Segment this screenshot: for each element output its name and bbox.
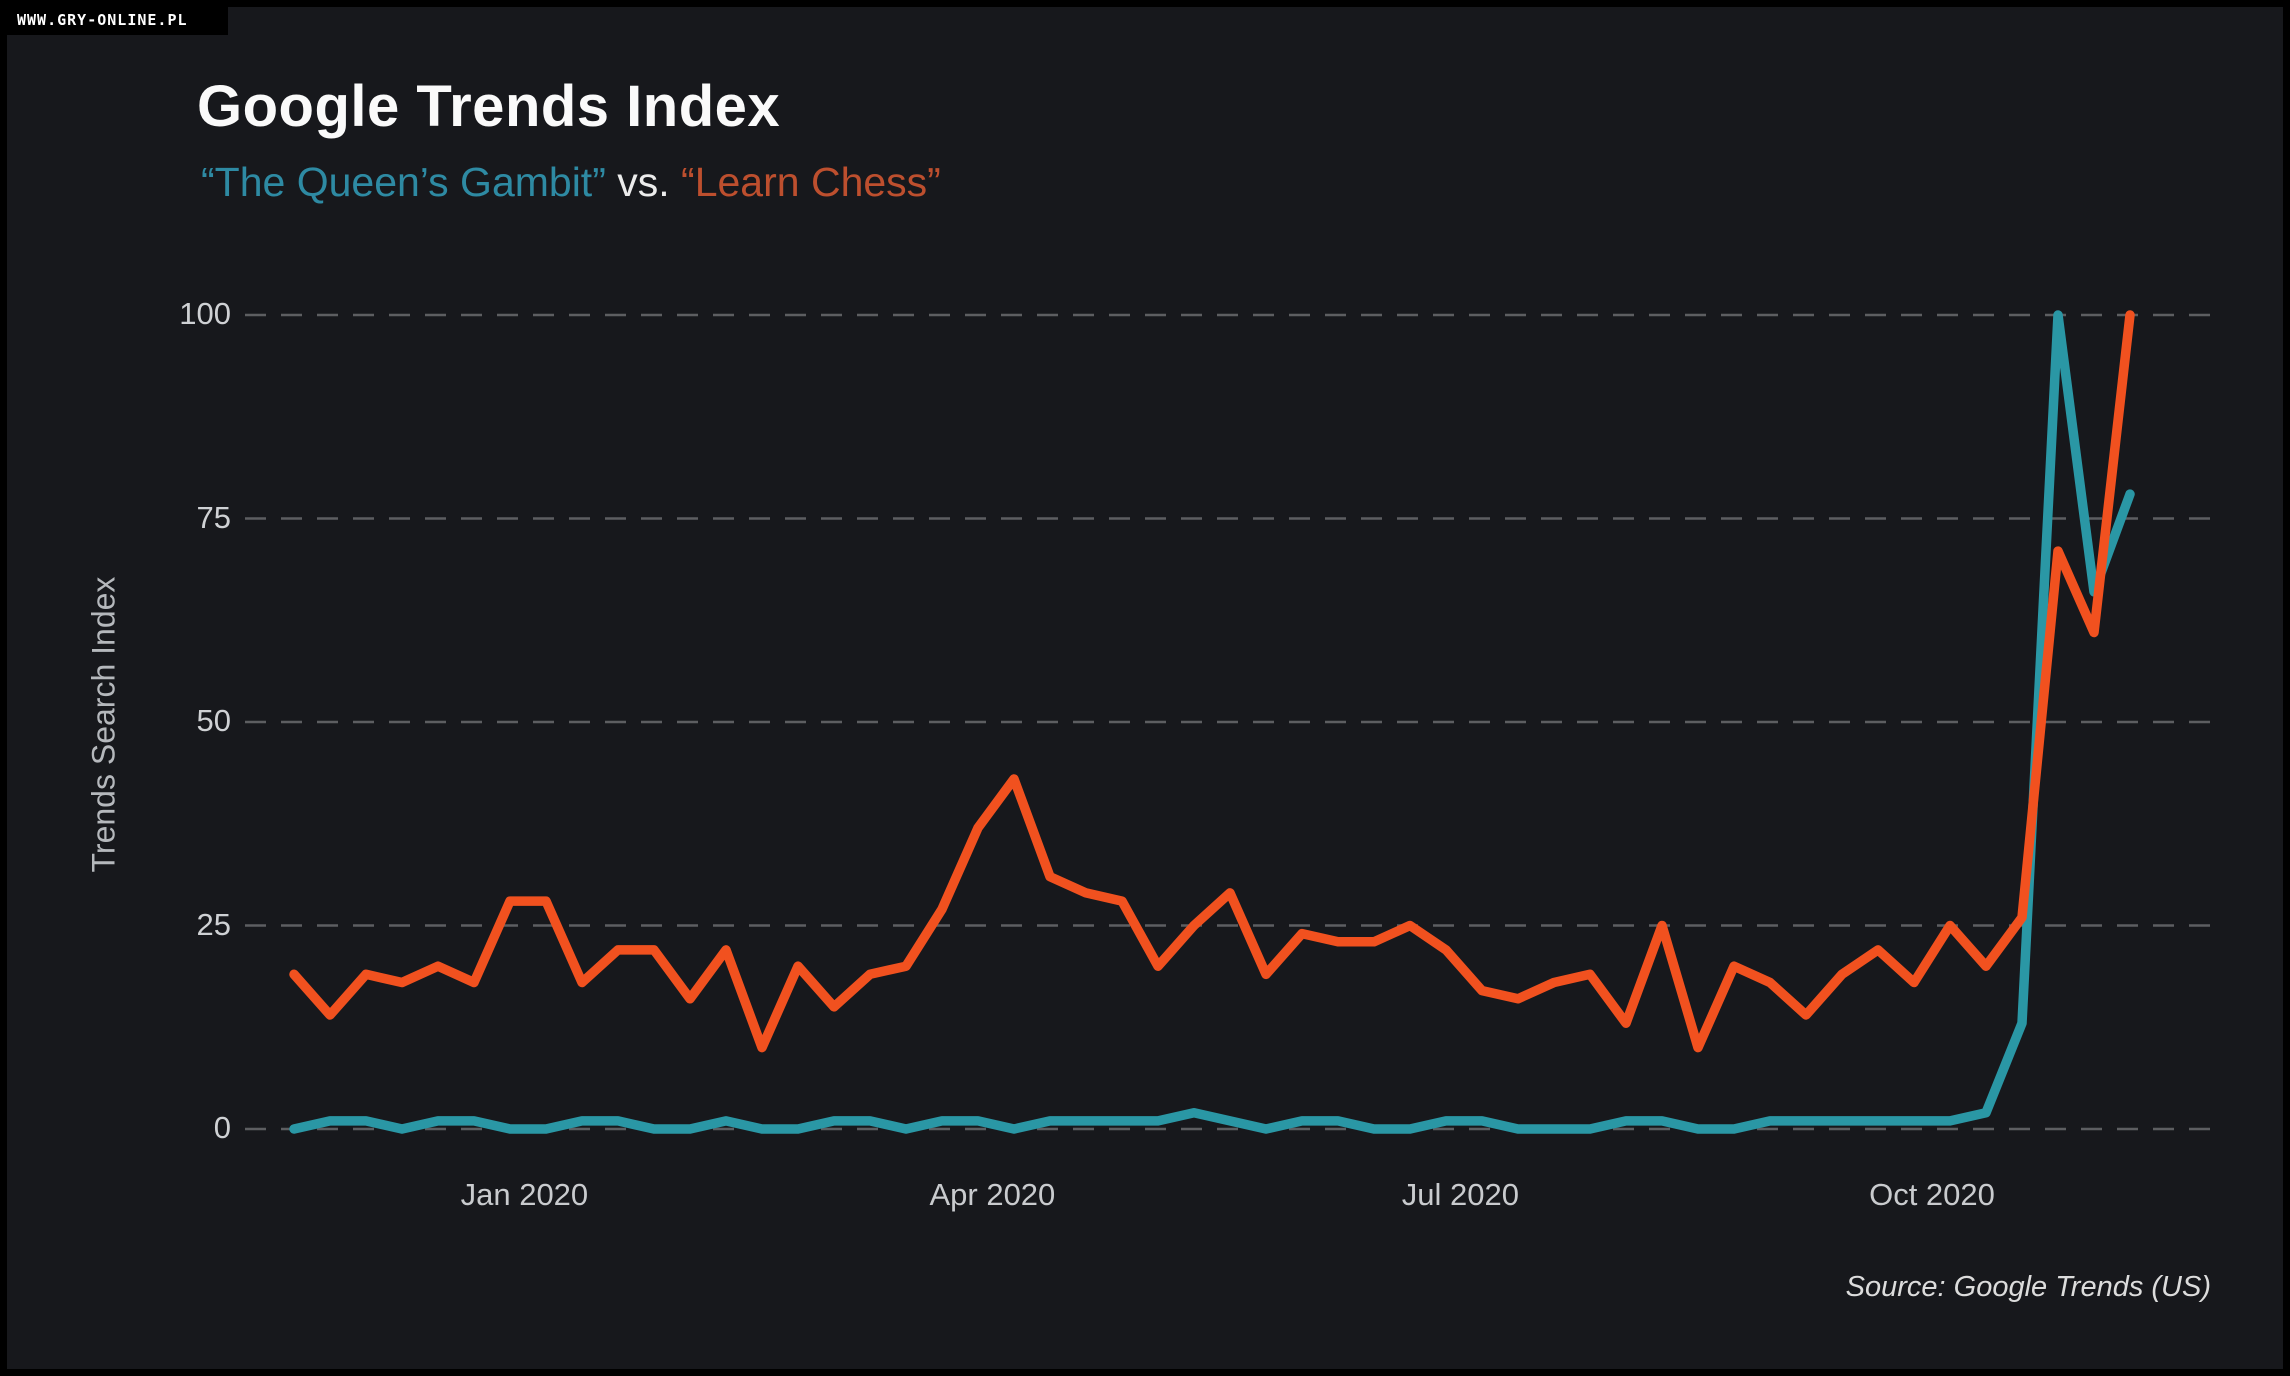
subtitle-learn-chess: “Learn Chess” bbox=[681, 159, 941, 205]
y-tick-label-25: 25 bbox=[196, 906, 231, 942]
chart-title: Google Trends Index bbox=[197, 74, 781, 139]
subtitle-vs: vs. bbox=[605, 159, 682, 205]
x-tick-label-oct: Oct 2020 bbox=[1869, 1177, 1995, 1212]
y-tick-label-0: 0 bbox=[213, 1110, 231, 1145]
chart-subtitle: “The Queen’s Gambit” vs. “Learn Chess” bbox=[201, 159, 941, 206]
subtitle-queens-gambit: “The Queen’s Gambit” bbox=[201, 159, 606, 205]
source-note: Source: Google Trends (US) bbox=[1845, 1271, 2211, 1303]
x-tick-label-jan: Jan 2020 bbox=[460, 1177, 589, 1212]
line-chart bbox=[245, 310, 2223, 1134]
x-tick-label-jul: Jul 2020 bbox=[1401, 1177, 1519, 1212]
y-tick-label-75: 75 bbox=[196, 499, 231, 535]
y-tick-label-50: 50 bbox=[196, 703, 231, 738]
watermark: WWW.GRY-ONLINE.PL bbox=[7, 7, 228, 35]
x-tick-label-apr: Apr 2020 bbox=[929, 1177, 1056, 1212]
series-line-the-queen-s-gambit bbox=[289, 310, 2135, 1134]
y-tick-label-100: 100 bbox=[179, 296, 231, 331]
series-line-learn-chess bbox=[289, 310, 2135, 1053]
